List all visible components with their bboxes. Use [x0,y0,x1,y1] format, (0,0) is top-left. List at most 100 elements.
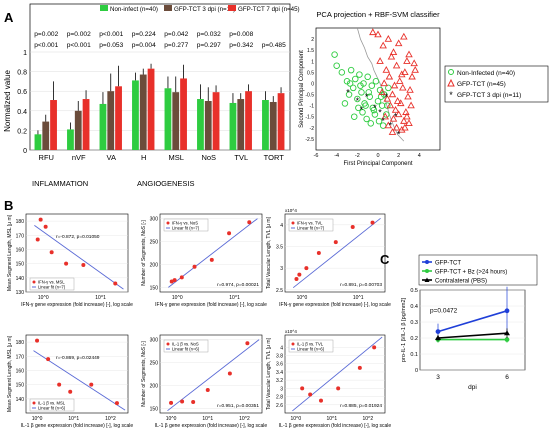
pca-point-gfptct [388,90,397,98]
y-tick-label: 150 [150,406,159,412]
pca-point-gfptct [407,101,415,109]
data-point [180,399,185,404]
x-axis-label: IFN-γ gene expression (fold increase) [-… [155,302,267,308]
pca-point-gfptct [402,108,410,115]
linear-fit-line [167,339,260,412]
y-tick-label: 1 [23,50,27,57]
y-tick-label: 3.4 [276,370,283,376]
pca-point-gfptct [391,105,400,113]
pca-point-gfptct [385,72,394,80]
y-exponent: x10^4 [285,208,297,213]
x-tick-label: H [141,153,146,162]
p-value-label: p=0.224 [132,31,156,38]
data-point [370,220,375,225]
legend-label: Linear fit (n=6) [38,406,66,411]
p-value-label: p=0.002 [34,31,58,38]
y-tick-label: -0.5 [305,93,314,99]
pca-point-gfptct [384,34,393,42]
p-value-label: p=0.002 [67,31,91,38]
bar [277,93,285,150]
pca-point-gfptct [406,85,414,93]
p-value-label: p<0.001 [99,31,123,38]
data-point [372,345,377,350]
x-tick-label: 10^0 [166,416,177,422]
y-tick-label: 0.4 [17,109,27,116]
legend-marker [424,277,430,282]
x-tick-label: TVL [234,153,248,162]
legend-label: Linear fit (n=7) [297,226,325,231]
legend-marker [448,69,454,75]
pca-point-noninfected [349,84,357,92]
linear-fit-line [34,224,124,290]
x-tick-label: 0 [376,153,379,159]
y-tick-label: 180 [16,340,25,346]
pca-point-noninfected [361,100,368,107]
bar [50,100,57,150]
x-tick-label: 4 [418,153,421,159]
series-point [504,337,510,342]
y-tick-label: 300 [150,338,159,344]
p-value-label: p=0.342 [229,42,253,49]
y-tick-label: 0.1 [410,352,418,358]
pca-point-gfptct [404,92,412,100]
y-tick-label: 2.6 [276,403,283,409]
x-tick-label: 10^1 [353,295,364,301]
y-tick-label: 0.2 [17,128,27,135]
pca-point-3dpi: * [381,116,385,126]
y-tick-label: 3.6 [276,362,283,368]
pca-point-3dpi: * [397,129,401,139]
bar [229,102,237,150]
x-tick-label: VA [107,153,116,162]
pca-point-gfptct [388,128,397,135]
series-point [435,335,441,340]
pca-point-3dpi: * [346,87,350,97]
data-point [68,389,73,394]
p-value-label: p=0.004 [132,42,156,49]
x-tick-label: nVF [72,153,86,162]
y-tick-label: 0 [415,368,418,374]
legend-label: GFP-TCT [435,261,461,267]
bar [147,68,155,150]
p-value-label: p=0.053 [99,42,123,49]
data-point [247,220,252,225]
pca-point-gfptct [395,77,404,84]
legend-label: Contralateral (PBS) [435,279,487,285]
pca-point-noninfected [363,115,370,123]
pca-point-noninfected [366,93,373,101]
pca-point-noninfected [355,104,362,112]
x-tick-label: 10^1 [95,295,106,301]
x-tick-label: 10^0 [297,295,308,301]
scatter-frame [284,213,386,293]
x-tick-label: 3 [436,374,440,381]
pca-point-3dpi: * [378,107,382,117]
pca-point-noninfected [333,62,340,69]
data-point [43,224,48,229]
data-point [81,263,86,268]
pca-point-noninfected [365,89,372,96]
x-tick-label: 10^2 [362,416,373,422]
bar [115,86,122,150]
x-tick-label: 10^2 [105,416,116,422]
legend-label: IL-1 β vs. MSL [38,401,66,406]
y-exponent: x10^4 [285,329,297,334]
legend-marker [166,221,170,225]
y-tick-label: 1 [311,59,314,65]
pca-point-3dpi: * [365,92,369,102]
pca-point-noninfected [357,82,364,89]
y-tick-label: 160 [16,368,25,374]
y-tick-label: -2.5 [305,137,314,143]
legend-marker [32,280,36,284]
pca-point-noninfected [350,113,358,120]
x-tick-label: 10^0 [172,295,183,301]
legend-swatch [100,5,108,11]
y-tick-label: 2.5 [276,288,283,294]
data-point [209,257,214,262]
pca-point-noninfected [364,73,371,81]
scatter-frame [25,334,129,414]
y-tick-label: 170 [16,233,25,239]
legend-box [29,277,75,291]
legend-swatch [228,5,236,11]
pca-point-3dpi: * [373,103,377,113]
x-tick-label: 2 [397,153,400,159]
pca-point-gfptct [376,57,384,64]
